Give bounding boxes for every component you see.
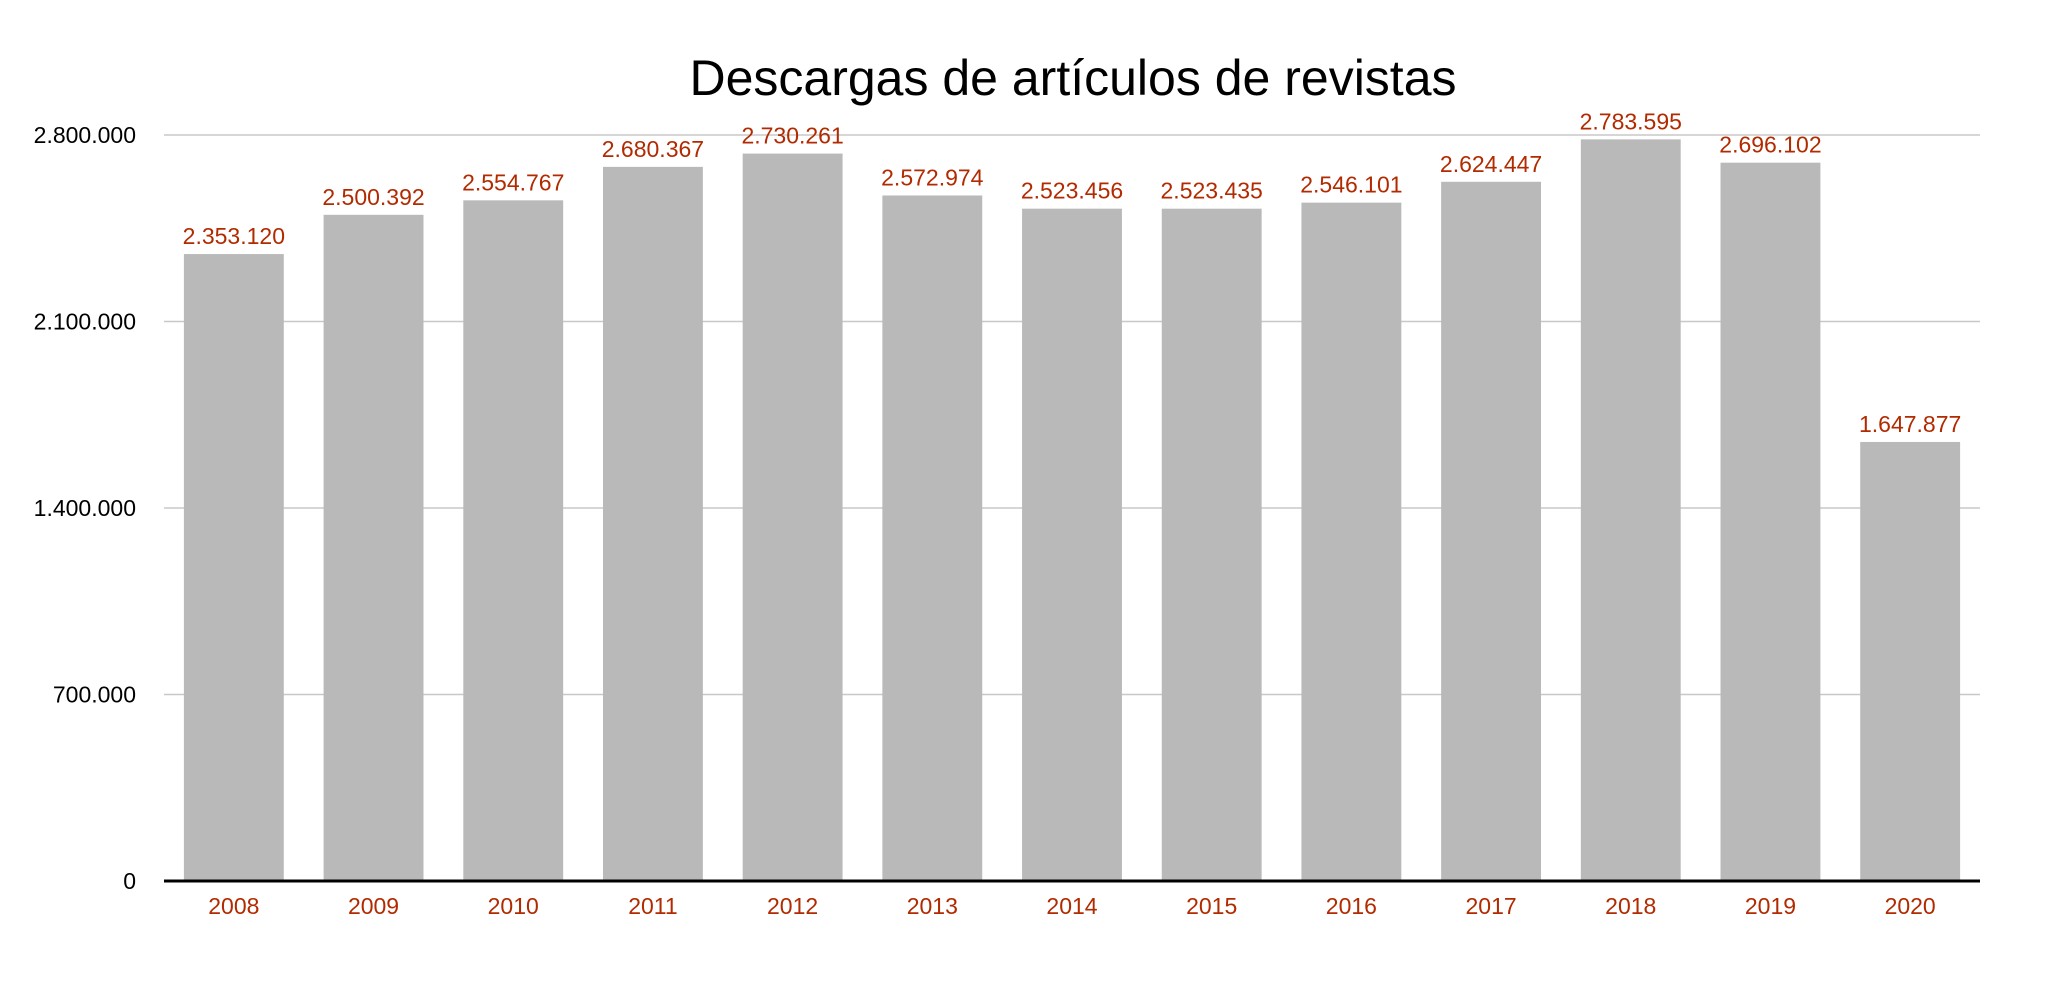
x-tick-label: 2011 (628, 893, 677, 919)
bar (1441, 181, 1542, 881)
data-label: 2.353.120 (183, 223, 285, 249)
data-label: 2.680.367 (602, 136, 704, 162)
bar (1720, 162, 1821, 881)
data-label: 2.546.101 (1300, 172, 1402, 198)
bars: 2.353.120 2.500.392 2.554.767 2.680.367 2.73… (183, 108, 1961, 882)
y-axis: 0 700.000 1.400.000 2.100.000 2.800.000 (34, 122, 136, 894)
y-tick-label: 700.000 (53, 682, 136, 708)
x-tick-label: 2010 (488, 893, 539, 919)
bar (1161, 208, 1262, 881)
x-axis: 2008 2009 2010 2011 2012 2013 2014 2015 2016 2017… (164, 879, 1980, 919)
data-label: 2.783.595 (1580, 108, 1682, 134)
x-tick-label: 2008 (208, 893, 259, 919)
bar (1022, 208, 1122, 882)
data-label: 2.523.456 (1021, 178, 1123, 204)
x-tick-label: 2019 (1745, 893, 1796, 919)
bar (602, 166, 703, 881)
chart-title: Descargas de artículos de revistas (689, 50, 1456, 106)
x-tick-label: 2016 (1326, 893, 1377, 919)
y-tick-label: 1.400.000 (34, 495, 136, 521)
x-tick-label: 2020 (1885, 893, 1936, 919)
x-tick-label: 2012 (767, 893, 818, 919)
x-tick-label: 2017 (1465, 893, 1516, 919)
x-tick-label: 2018 (1605, 893, 1656, 919)
data-label: 2.500.392 (322, 184, 424, 210)
data-label: 2.730.261 (741, 123, 843, 149)
data-label: 2.523.435 (1161, 178, 1263, 204)
y-tick-label: 2.800.000 (34, 122, 136, 148)
data-label: 2.554.767 (462, 169, 564, 195)
x-tick-label: 2015 (1186, 893, 1237, 919)
bar (323, 214, 424, 882)
bar (183, 254, 284, 882)
bar (1860, 441, 1961, 881)
x-tick-label: 2013 (907, 893, 958, 919)
x-tick-label: 2014 (1046, 893, 1097, 919)
bar (882, 195, 983, 881)
y-tick-label: 0 (123, 868, 136, 894)
data-label: 2.696.102 (1719, 132, 1821, 158)
bar (1580, 139, 1681, 882)
y-tick-label: 2.100.000 (34, 309, 136, 335)
bar (463, 200, 564, 881)
bar (742, 153, 843, 882)
bar (1301, 202, 1402, 882)
x-tick-label: 2009 (348, 893, 399, 919)
data-label: 2.624.447 (1440, 151, 1542, 177)
data-label: 2.572.974 (881, 164, 984, 190)
data-label: 1.647.877 (1859, 411, 1961, 437)
